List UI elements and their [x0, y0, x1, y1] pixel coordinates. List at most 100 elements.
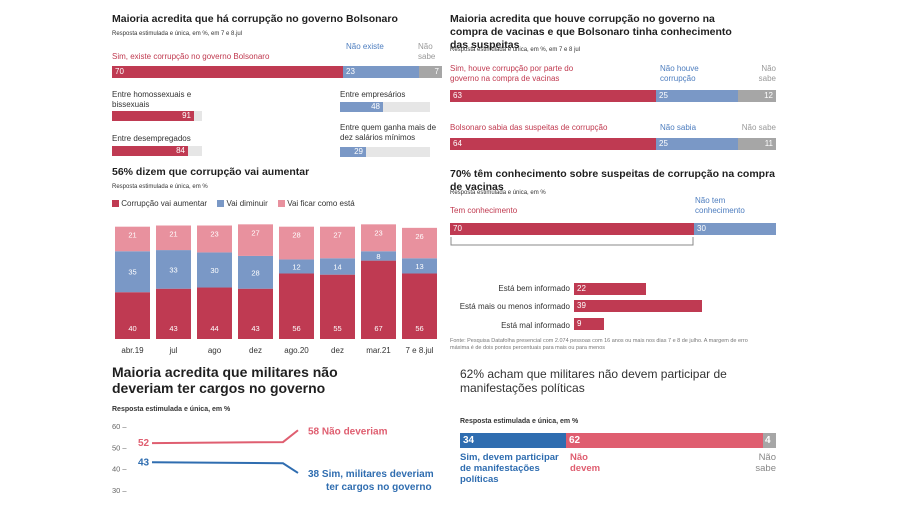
p6-title: 62% acham que militares não devem partic… [460, 367, 727, 395]
stack-bar-same-0 [115, 226, 150, 252]
p1-sub-bar-3: 48 [340, 102, 383, 112]
stack-value-same-6: 23 [374, 228, 382, 237]
stack-bar-same-7 [402, 227, 437, 259]
p3-title: 56% dizem que corrupção vai aumentar [112, 166, 310, 178]
p2-r1-bar-yes: 63 [450, 90, 656, 102]
p1-bar-yes: 70 [112, 66, 343, 78]
stack-value-decrease-4: 12 [292, 262, 300, 271]
p1-sub-bar-1: 91 [112, 111, 194, 121]
stack-bar-decrease-3 [238, 255, 273, 289]
line-series-0 [151, 429, 299, 445]
stack-bar-increase-1 [156, 288, 191, 339]
legend-swatch-same [277, 200, 285, 207]
p2-r2-no-label: Não sabia [660, 123, 697, 132]
p1-nk-label: Não sabe [418, 42, 436, 61]
stack-value-decrease-7: 13 [415, 262, 423, 271]
stack-bar-decrease-1 [156, 250, 191, 289]
p5-title: Maioria acredita que militares não dever… [112, 364, 338, 396]
p1-subtitle: Resposta estimulada e única, em %, em 7 … [112, 31, 243, 37]
stack-bar-decrease-5 [320, 258, 355, 275]
stack-bar-same-2 [197, 225, 232, 253]
p1-sub-track-4 [340, 147, 430, 157]
p6-nk-label: Não sabe [755, 452, 776, 474]
stack-value-increase-3: 43 [251, 324, 259, 333]
stack-bar-increase-5 [320, 274, 355, 339]
stacked-bar-chart: 40 35 21 abr.19 43 33 21 jul 44 30 23 ago 43 28 27 dez 5… [115, 224, 437, 355]
stack-bar-same-3 [238, 224, 273, 256]
p6-yes-label: Sim, devem participar de manifestações p… [460, 452, 559, 485]
stack-value-same-3: 27 [251, 228, 259, 237]
stack-bar-increase-3 [238, 288, 273, 339]
p6-bar-no: 62 [566, 433, 763, 448]
line-end-label-1: 38 Sim, militares deveriam [308, 469, 434, 480]
stack-value-increase-7: 56 [415, 324, 423, 333]
legend-label-same: Vai ficar como está [287, 199, 355, 208]
stack-value-same-0: 21 [128, 231, 136, 240]
x-tick-label-6: mar.21 [366, 346, 391, 355]
p6-subtitle: Resposta estimulada e única, em % [460, 418, 579, 425]
p5-subtitle: Resposta estimulada e única, em % [112, 406, 231, 413]
stack-value-increase-6: 67 [374, 324, 382, 333]
stack-value-decrease-1: 33 [169, 265, 177, 274]
stack-value-decrease-3: 28 [251, 268, 259, 277]
p2-r2-bar-nk: 11 [738, 138, 776, 150]
p1-sub-label-3: Entre empresários [340, 90, 406, 99]
p1-bar-nk: 7 [419, 66, 442, 78]
p2-title: Maioria acredita que houve corrupção no … [450, 13, 732, 51]
stack-bar-increase-7 [402, 273, 437, 339]
p3-legend: Corrupção vai aumentar Vai diminuir Vai … [112, 199, 355, 211]
p1-sub-label-2: Entre desempregados [112, 134, 191, 143]
stack-value-decrease-6: 8 [376, 252, 380, 261]
p6-bar-nk: 4 [763, 433, 776, 448]
p2-r1-no-label: Não houve corrupção [660, 64, 699, 83]
line-end-label-0: 58 Não deveriam [308, 426, 388, 437]
p2-r1-nk-label: Não sabe [758, 64, 776, 83]
stack-value-decrease-2: 30 [210, 266, 218, 275]
p3-subtitle: Resposta estimulada e única, em % [112, 184, 208, 190]
stack-value-same-7: 26 [415, 232, 423, 241]
p4-row-bar-3: 9 [574, 318, 604, 330]
stack-value-decrease-5: 14 [333, 262, 341, 271]
p4-title: 70% têm conhecimento sobre suspeitas de … [450, 168, 776, 193]
y-tick-label-2: 40 – [112, 465, 127, 474]
stack-bar-increase-6 [361, 260, 396, 339]
x-tick-label-5: dez [331, 346, 344, 355]
stack-value-increase-2: 44 [210, 324, 218, 333]
stack-value-increase-4: 56 [292, 324, 300, 333]
stack-value-increase-5: 55 [333, 324, 341, 333]
p2-r1-bar-no: 25 [656, 90, 738, 102]
stack-bar-decrease-6 [361, 251, 396, 261]
p1-sub-bar-2: 84 [112, 146, 188, 156]
stack-bar-increase-0 [115, 292, 150, 339]
p1-sub-label-4: Entre quem ganha mais de dez salários mí… [340, 123, 437, 142]
p4-yes-label: Tem conhecimento [450, 206, 518, 215]
stack-bar-same-1 [156, 225, 191, 251]
p1-title: Maioria acredita que há corrupção no gov… [112, 13, 398, 25]
p1-sub-label-1: Entre homossexuais e bissexuais [112, 90, 192, 109]
stack-value-same-5: 27 [333, 231, 341, 240]
x-tick-label-1: jul [168, 346, 177, 355]
stack-bar-decrease-0 [115, 251, 150, 293]
p1-yes-label: Sim, existe corrupção no governo Bolsona… [112, 52, 270, 61]
p1-no-label: Não existe [346, 42, 384, 51]
stack-value-increase-1: 43 [169, 324, 177, 333]
p4-row-label-3: Está mal informado [501, 321, 570, 330]
p2-r1-bar-nk: 12 [738, 90, 776, 102]
stack-bar-same-5 [320, 226, 355, 259]
p2-subtitle: Resposta estimulada e única, em %, em 7 … [450, 47, 581, 53]
stack-bar-increase-2 [197, 287, 232, 339]
p6-bar-yes: 34 [460, 433, 566, 448]
p4-row-bar-1: 22 [574, 283, 646, 295]
stack-value-decrease-0: 35 [128, 268, 136, 277]
legend-label-increase: Corrupção vai aumentar [121, 199, 208, 208]
x-tick-label-3: dez [249, 346, 262, 355]
stack-bar-same-4 [279, 226, 314, 260]
legend-swatch-increase [112, 200, 119, 207]
p6-no-label: Não devem [570, 452, 601, 474]
legend-swatch-decrease [217, 200, 225, 207]
y-tick-label-3: 30 – [112, 486, 127, 495]
p4-row-bar-2: 39 [574, 300, 702, 312]
x-tick-label-2: ago [208, 346, 222, 355]
p4-subtitle: Resposta estimulada e única, em % [450, 190, 546, 196]
p4-row-label-1: Está bem informado [498, 284, 570, 293]
